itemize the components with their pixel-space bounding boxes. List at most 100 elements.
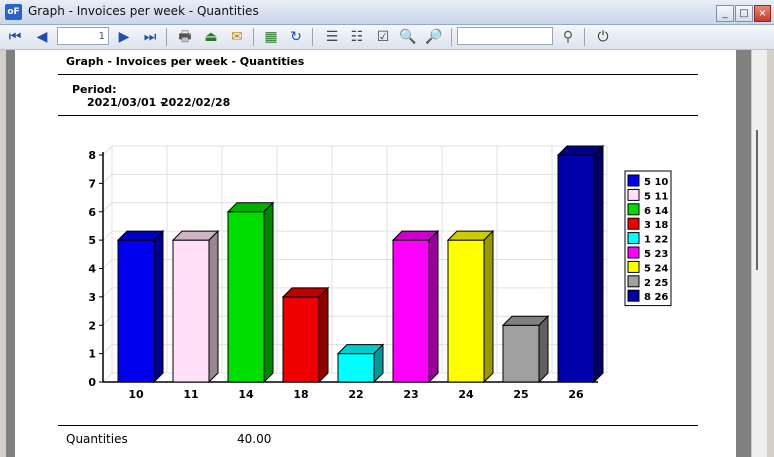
y-tick-label: 3 [88,291,96,304]
grid-line [102,259,113,269]
window-title: Graph - Invoices per week - Quantities [28,4,259,18]
legend-label: 5 24 [644,263,668,274]
period-from: 2021/03/01 - [87,96,165,109]
legend-swatch [627,260,640,273]
grid-line [102,372,113,383]
legend-label: 8 26 [644,292,668,303]
bar [447,239,485,383]
title-bar: oF Graph - Invoices per week - Quantitie… [0,0,774,25]
search-icon[interactable]: ⚲ [562,29,574,45]
bar-side [593,144,604,384]
zoom-out-icon[interactable]: 🔍 [399,29,417,45]
legend-swatch [627,217,640,230]
x-tick-label: 14 [238,388,254,401]
email-icon[interactable]: ✉ [231,29,243,45]
legend-label: 5 11 [644,191,668,202]
legend-label: 5 10 [644,177,668,188]
previous-page-icon[interactable]: ◀ [36,29,48,45]
legend-label: 5 23 [644,249,668,260]
report-title: Graph - Invoices per week - Quantities [66,55,305,68]
legend-swatch [627,289,640,302]
zoom-in-icon[interactable]: 🔎 [425,29,443,45]
legend-swatch [627,203,640,216]
legend-label: 3 18 [644,220,668,231]
x-tick-label: 26 [568,388,584,401]
excel-export-icon[interactable]: ▦ [264,29,278,45]
grid-line [102,315,113,326]
toolbar-separator [166,28,167,46]
x-tick-label: 10 [128,388,144,401]
grid-line [102,287,113,298]
power-icon[interactable]: ⏻ [597,29,609,45]
period-to: 2022/02/28 [161,96,231,109]
minimize-button[interactable]: _ [716,5,734,22]
bar [502,324,540,383]
vertical-scrollbar[interactable] [751,50,767,457]
grid-line [102,344,113,354]
toolbar: ⏮ ◀ 1 ▶ ⏭ 🖶 ⏏ ✉ ▦ ↻ ☰ ☷ ☑ 🔍 🔎 ⚲ ⏻ [0,25,774,50]
maximize-button[interactable]: □ [735,5,753,22]
export-icon[interactable]: ⏏ [204,29,218,45]
y-tick-label: 8 [88,149,96,162]
x-tick-label: 22 [348,388,363,401]
close-button[interactable]: × [754,5,771,22]
last-page-icon[interactable]: ⏭ [143,29,157,45]
divider [58,425,698,426]
x-tick-label: 25 [513,388,528,401]
legend-swatch [627,174,640,187]
first-page-icon[interactable]: ⏮ [8,29,22,45]
toolbar-separator [584,28,585,46]
footer-label: Quantities [66,432,128,446]
y-tick-label: 1 [88,348,96,361]
x-tick-label: 23 [403,388,418,401]
legend-swatch [627,246,640,259]
page-number-input[interactable]: 1 [57,27,109,45]
legend-swatch [627,275,640,288]
bar [227,211,265,383]
toolbar-separator [312,28,313,46]
y-tick-label: 6 [88,206,96,219]
bar-side [538,315,549,384]
bar [172,239,210,383]
grid-line [102,202,113,213]
toolbar-separator [451,28,452,46]
footer-value: 40.00 [237,432,272,446]
bar-side [318,286,329,384]
bar-side [373,343,384,384]
divider [58,115,698,116]
y-tick-label: 7 [88,177,96,190]
y-tick-label: 0 [88,376,96,389]
page-check-icon[interactable]: ☑ [376,29,390,45]
x-tick-label: 11 [183,388,198,401]
bar [117,239,155,383]
search-input[interactable] [457,27,553,45]
x-tick-label: 18 [293,388,308,401]
grid-line [102,145,113,156]
legend-label: 2 25 [644,278,668,289]
x-tick-label: 24 [458,388,474,401]
bar-side [483,229,494,384]
app-icon: oF [5,4,22,20]
bar-side [428,229,439,384]
page-width-icon[interactable]: ☷ [350,29,364,45]
bar-side [153,229,164,384]
next-page-icon[interactable]: ▶ [118,29,130,45]
refresh-icon[interactable]: ↻ [290,29,302,45]
bar [392,239,430,383]
legend-label: 1 22 [644,235,668,246]
divider [58,74,698,75]
y-tick-label: 4 [88,263,96,276]
page-layout-icon[interactable]: ☰ [325,29,339,45]
bar-side [263,201,274,384]
y-tick-label: 2 [88,319,96,332]
grid-line [102,174,113,184]
bar [557,154,595,383]
bar [282,296,320,383]
period-label: Period: [72,83,117,96]
scrollbar-thumb[interactable] [756,130,758,270]
bar [337,353,375,383]
legend-label: 6 14 [644,206,668,217]
print-icon[interactable]: 🖶 [178,29,192,45]
toolbar-separator [253,28,254,46]
